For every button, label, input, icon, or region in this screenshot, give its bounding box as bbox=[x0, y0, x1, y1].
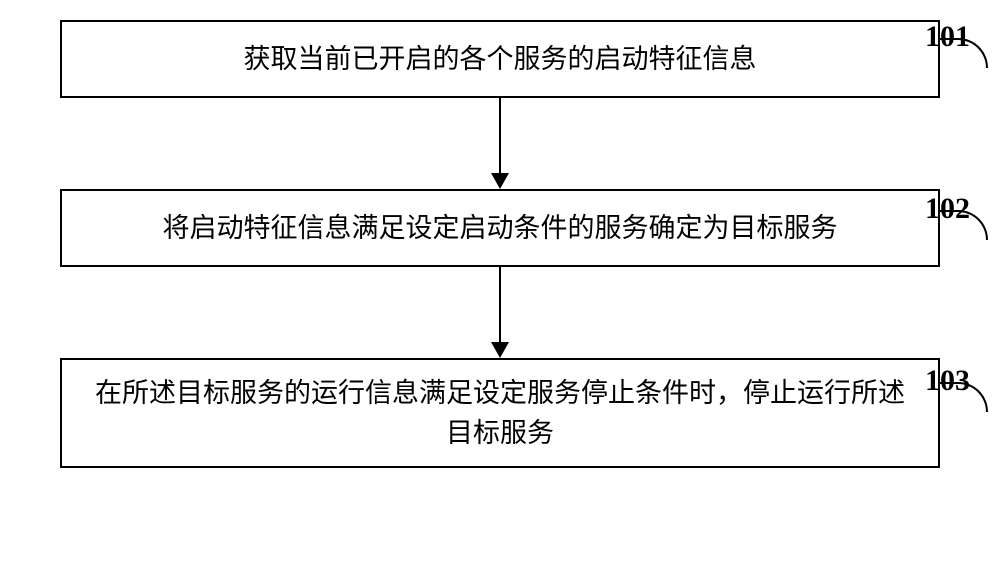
connector-102 bbox=[938, 210, 988, 240]
connector-101 bbox=[938, 38, 988, 68]
arrow-2 bbox=[491, 267, 509, 358]
step-text-102: 将启动特征信息满足设定启动条件的服务确定为目标服务 bbox=[143, 196, 858, 261]
arrow-1 bbox=[491, 98, 509, 189]
step-box-102: 将启动特征信息满足设定启动条件的服务确定为目标服务 bbox=[60, 189, 940, 267]
step-text-103: 在所述目标服务的运行信息满足设定服务停止条件时，停止运行所述目标服务 bbox=[62, 361, 938, 466]
arrow-line bbox=[499, 98, 501, 173]
step-text-101: 获取当前已开启的各个服务的启动特征信息 bbox=[224, 27, 777, 92]
arrow-head bbox=[491, 173, 509, 189]
connector-103 bbox=[938, 382, 988, 412]
arrow-head bbox=[491, 342, 509, 358]
flowchart-container: 获取当前已开启的各个服务的启动特征信息 将启动特征信息满足设定启动条件的服务确定… bbox=[30, 20, 970, 468]
step-box-103: 在所述目标服务的运行信息满足设定服务停止条件时，停止运行所述目标服务 bbox=[60, 358, 940, 468]
arrow-line bbox=[499, 267, 501, 342]
step-box-101: 获取当前已开启的各个服务的启动特征信息 bbox=[60, 20, 940, 98]
